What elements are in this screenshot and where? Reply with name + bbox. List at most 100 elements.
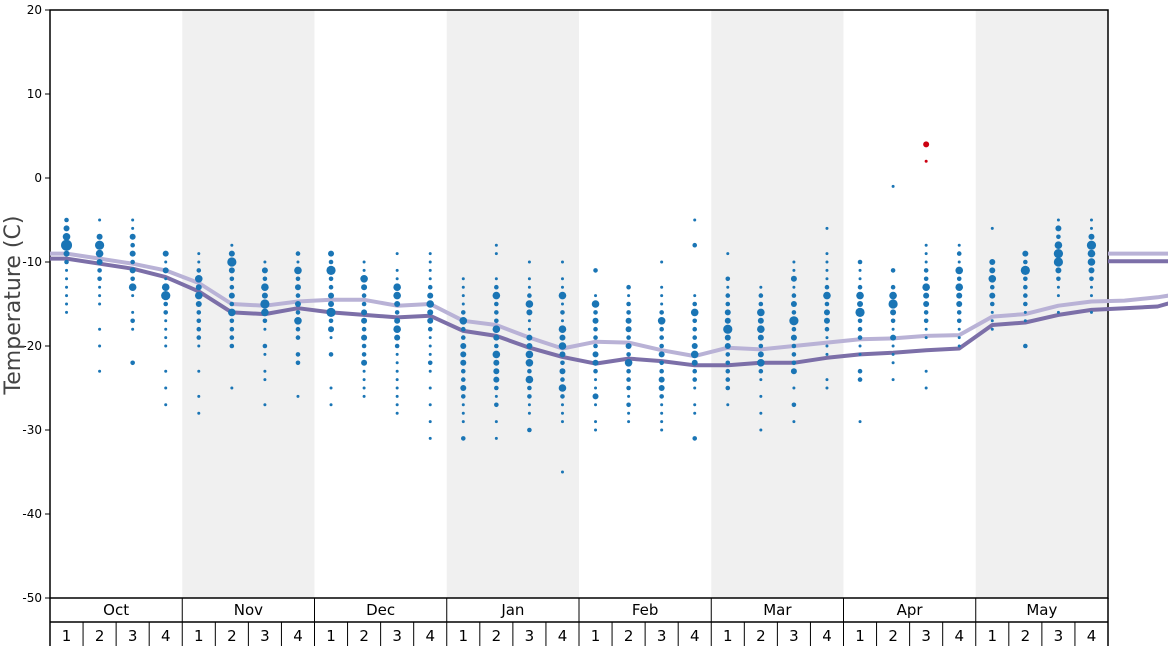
- data-point: [858, 352, 862, 356]
- data-point: [791, 326, 797, 332]
- data-point: [395, 411, 399, 415]
- data-point: [294, 317, 302, 325]
- data-point: [626, 377, 631, 382]
- data-point: [428, 260, 432, 264]
- data-point: [229, 326, 235, 332]
- data-point: [1088, 267, 1095, 274]
- data-point: [659, 343, 664, 349]
- data-point: [197, 394, 201, 398]
- data-point: [360, 275, 368, 283]
- extreme-point: [923, 141, 930, 148]
- data-point: [461, 302, 465, 306]
- data-point: [626, 284, 631, 290]
- week-label: 2: [888, 627, 898, 645]
- week-label: 1: [988, 627, 998, 645]
- data-point: [527, 411, 531, 415]
- data-point: [955, 266, 964, 275]
- data-point: [757, 317, 764, 324]
- data-point: [692, 368, 698, 374]
- data-point: [857, 335, 863, 340]
- data-point: [427, 292, 434, 299]
- data-point: [197, 252, 201, 256]
- data-point: [328, 318, 334, 324]
- data-point: [65, 294, 69, 298]
- data-point: [294, 284, 301, 291]
- data-point: [592, 359, 599, 366]
- data-point: [261, 292, 268, 299]
- data-point: [1020, 265, 1030, 275]
- data-point: [394, 317, 401, 324]
- data-point: [493, 334, 500, 341]
- data-point: [660, 285, 664, 289]
- data-point: [130, 242, 135, 248]
- data-point: [594, 386, 598, 390]
- month-shade-may: [975, 10, 1108, 598]
- data-point: [263, 403, 267, 407]
- data-point: [461, 277, 465, 281]
- data-point: [394, 310, 400, 315]
- data-point: [989, 284, 995, 290]
- y-tick-label: 20: [27, 3, 42, 17]
- data-point: [659, 360, 664, 366]
- data-point: [989, 301, 995, 307]
- data-point: [295, 352, 301, 357]
- data-point: [260, 299, 270, 309]
- data-point: [65, 285, 69, 289]
- week-label: 4: [822, 627, 832, 645]
- data-point: [693, 386, 697, 390]
- data-point: [262, 276, 268, 282]
- data-point: [494, 385, 499, 391]
- data-point: [492, 291, 501, 300]
- data-point: [1023, 259, 1028, 265]
- data-point: [856, 291, 864, 300]
- week-label: 1: [459, 627, 469, 645]
- data-point: [825, 252, 829, 256]
- week-label: 2: [624, 627, 634, 645]
- data-point: [197, 369, 201, 373]
- data-point: [461, 420, 465, 424]
- data-point: [162, 267, 169, 274]
- data-point: [361, 309, 368, 316]
- data-point: [592, 351, 599, 358]
- data-point: [725, 368, 731, 374]
- data-point: [659, 335, 664, 340]
- data-point: [757, 334, 764, 341]
- data-point: [858, 344, 862, 348]
- data-point: [261, 283, 269, 292]
- data-point: [328, 276, 334, 282]
- data-point: [494, 420, 498, 424]
- data-point: [460, 436, 466, 441]
- week-label: 2: [492, 627, 502, 645]
- data-point: [724, 343, 731, 349]
- data-point: [659, 326, 664, 332]
- data-point: [393, 325, 401, 334]
- data-point: [625, 343, 632, 349]
- data-point: [261, 308, 269, 317]
- data-point: [395, 403, 399, 407]
- data-point: [593, 310, 598, 315]
- data-point: [691, 343, 698, 349]
- data-point: [527, 285, 531, 289]
- data-point: [229, 335, 235, 340]
- data-point: [326, 307, 336, 317]
- axes: 20 10 0 -10 -20 -30 -40 -50 Oct 1 2 3 4 Nov 1 2 3 4 Dec 1 2 3…: [22, 3, 1109, 646]
- data-point: [824, 301, 830, 307]
- data-point: [161, 291, 171, 301]
- data-point: [164, 369, 168, 373]
- month-shade-jan: [446, 10, 579, 598]
- data-point: [492, 325, 501, 334]
- data-point: [757, 359, 765, 367]
- data-point: [361, 301, 367, 307]
- data-point: [924, 369, 928, 373]
- data-point: [990, 327, 994, 331]
- data-point: [558, 325, 567, 334]
- data-point: [725, 276, 731, 282]
- data-point: [560, 394, 565, 399]
- data-point: [660, 428, 664, 432]
- data-point: [559, 351, 566, 358]
- data-point: [560, 319, 564, 323]
- data-point: [692, 242, 698, 248]
- data-point: [428, 268, 432, 272]
- data-point: [923, 301, 930, 307]
